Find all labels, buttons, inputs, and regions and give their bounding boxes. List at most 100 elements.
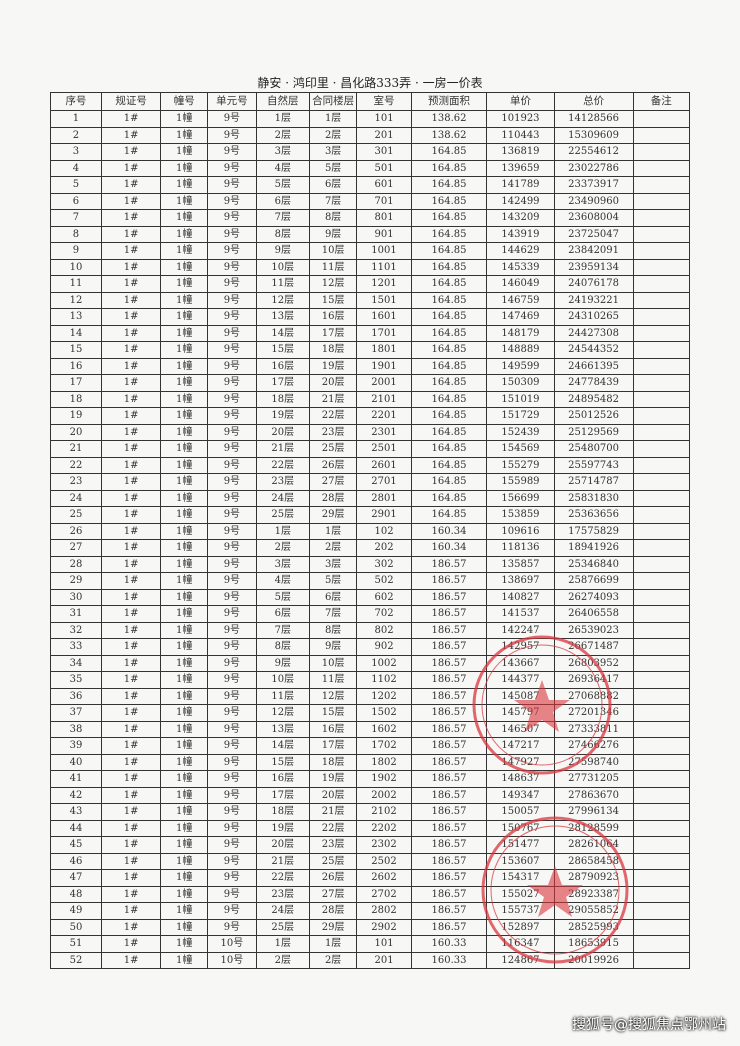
table-cell: 1# xyxy=(100,374,162,392)
table-cell: 9号 xyxy=(207,836,257,854)
table-cell: 9层 xyxy=(308,638,358,656)
table-cell: 164.85 xyxy=(410,473,488,491)
table-cell: 151729 xyxy=(486,407,555,425)
table-cell xyxy=(632,275,691,293)
table-cell: 143919 xyxy=(486,225,555,243)
table-cell: 801 xyxy=(356,209,412,227)
table-cell: 21层 xyxy=(255,852,310,870)
table-cell: 9号 xyxy=(207,704,257,722)
table-cell: 18层 xyxy=(308,341,358,359)
table-cell: 28261064 xyxy=(553,836,634,854)
table-cell: 1幢 xyxy=(160,126,209,144)
table-cell: 109616 xyxy=(486,522,555,540)
table-cell: 1# xyxy=(100,341,162,359)
table-cell: 186.57 xyxy=(410,720,488,738)
table-cell: 15层 xyxy=(255,341,310,359)
table-cell: 2 xyxy=(50,126,102,144)
table-cell: 164.85 xyxy=(410,242,488,260)
table-cell: 29055852 xyxy=(553,902,634,920)
table-cell: 1# xyxy=(100,357,162,375)
table-cell xyxy=(632,159,691,177)
table-cell: 26 xyxy=(50,522,102,540)
table-cell: 11层 xyxy=(255,275,310,293)
table-cell: 186.57 xyxy=(410,803,488,821)
table-cell: 142247 xyxy=(486,621,555,639)
table-cell: 9号 xyxy=(207,407,257,425)
table-cell: 146049 xyxy=(486,275,555,293)
table-cell: 20019926 xyxy=(553,951,634,969)
table-cell: 1层 xyxy=(255,935,310,953)
table-cell: 17层 xyxy=(308,324,358,342)
table-cell: 11层 xyxy=(255,687,310,705)
table-cell: 9号 xyxy=(207,786,257,804)
table-cell xyxy=(632,143,691,161)
table-cell: 3层 xyxy=(308,143,358,161)
table-cell: 186.57 xyxy=(410,621,488,639)
table-cell: 186.57 xyxy=(410,555,488,573)
table-cell: 1# xyxy=(100,621,162,639)
table-cell: 1# xyxy=(100,489,162,507)
table-cell: 2302 xyxy=(356,836,412,854)
table-row: 13 1# 1幢 9号 13层 16层 1601 164.85 147469 24310265 xyxy=(50,308,691,326)
table-cell xyxy=(632,440,691,458)
table-cell: 164.85 xyxy=(410,456,488,474)
table-cell: 1幢 xyxy=(160,143,209,161)
table-cell xyxy=(632,324,691,342)
table-cell xyxy=(632,918,691,936)
table-cell: 142499 xyxy=(486,192,555,210)
table-cell: 10号 xyxy=(207,935,257,953)
table-cell: 147469 xyxy=(486,308,555,326)
table-row: 41 1# 1幢 9号 16层 19层 1902 186.57 148637 27731205 xyxy=(50,770,691,788)
table-cell: 27996134 xyxy=(553,803,634,821)
table-cell: 1802 xyxy=(356,753,412,771)
table-cell: 1801 xyxy=(356,341,412,359)
table-cell: 11层 xyxy=(308,258,358,276)
table-cell xyxy=(632,588,691,606)
table-cell: 160.34 xyxy=(410,522,488,540)
table-cell: 186.57 xyxy=(410,704,488,722)
table-cell: 12层 xyxy=(308,275,358,293)
table-cell: 9号 xyxy=(207,192,257,210)
table-cell: 5层 xyxy=(255,588,310,606)
table-cell: 22层 xyxy=(255,869,310,887)
table-cell: 9号 xyxy=(207,341,257,359)
table-cell: 9号 xyxy=(207,374,257,392)
table-cell: 22554612 xyxy=(553,143,634,161)
table-cell: 10层 xyxy=(308,654,358,672)
table-cell: 30 xyxy=(50,588,102,606)
table-cell: 116347 xyxy=(486,935,555,953)
table-cell xyxy=(632,803,691,821)
table-cell: 1幢 xyxy=(160,720,209,738)
table-cell: 151477 xyxy=(486,836,555,854)
table-cell: 9号 xyxy=(207,803,257,821)
table-cell: 9号 xyxy=(207,390,257,408)
table-cell xyxy=(632,605,691,623)
table-cell xyxy=(632,209,691,227)
table-cell: 1幢 xyxy=(160,605,209,623)
table-cell: 49 xyxy=(50,902,102,920)
table-cell xyxy=(632,819,691,837)
table-cell: 186.57 xyxy=(410,572,488,590)
table-cell xyxy=(632,902,691,920)
table-row: 37 1# 1幢 9号 12层 15层 1502 186.57 145797 27201346 xyxy=(50,704,691,722)
table-cell: 1幢 xyxy=(160,621,209,639)
table-cell: 1层 xyxy=(308,110,358,128)
table-cell: 302 xyxy=(356,555,412,573)
table-cell: 148889 xyxy=(486,341,555,359)
table-cell: 50 xyxy=(50,918,102,936)
table-cell: 1# xyxy=(100,588,162,606)
table-cell xyxy=(632,341,691,359)
table-cell: 3层 xyxy=(308,555,358,573)
table-cell: 1幢 xyxy=(160,951,209,969)
table-row: 50 1# 1幢 9号 25层 29层 2902 186.57 152897 28525993 xyxy=(50,918,691,936)
table-cell: 1# xyxy=(100,885,162,903)
table-cell: 21层 xyxy=(308,803,358,821)
table-cell: 1# xyxy=(100,687,162,705)
table-cell: 23373917 xyxy=(553,176,634,194)
table-row: 36 1# 1幢 9号 11层 12层 1202 186.57 145087 27068882 xyxy=(50,687,691,705)
table-cell: 1幢 xyxy=(160,671,209,689)
table-cell: 9号 xyxy=(207,753,257,771)
table-cell: 1# xyxy=(100,671,162,689)
table-row: 11 1# 1幢 9号 11层 12层 1201 164.85 146049 24076178 xyxy=(50,275,691,293)
table-row: 45 1# 1幢 9号 20层 23层 2302 186.57 151477 28261064 xyxy=(50,836,691,854)
